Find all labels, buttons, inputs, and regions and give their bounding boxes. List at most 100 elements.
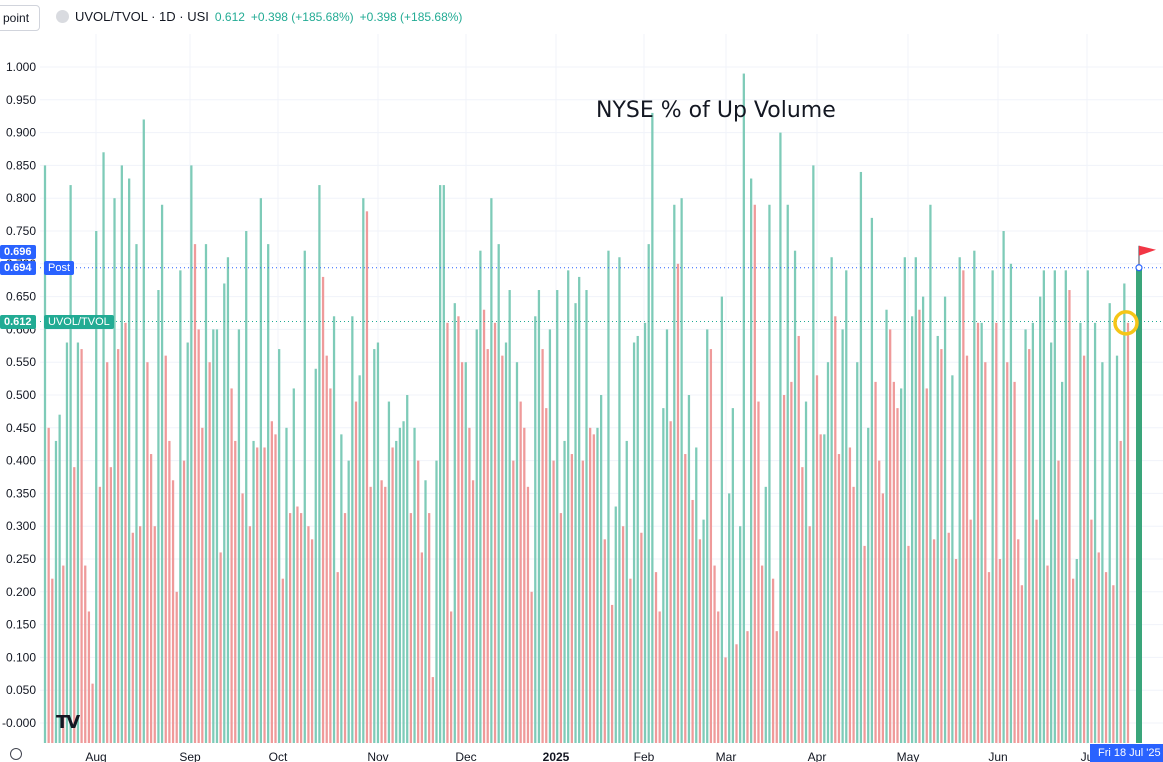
- point-selector[interactable]: point: [0, 5, 41, 31]
- bar: [285, 427, 288, 743]
- bar: [541, 349, 544, 743]
- bar: [278, 349, 281, 743]
- bar: [329, 388, 332, 743]
- bar: [219, 552, 222, 743]
- bar: [1093, 322, 1097, 743]
- bar: [193, 244, 197, 743]
- bar: [234, 440, 237, 743]
- settings-icon[interactable]: [10, 748, 22, 760]
- bar: [464, 362, 467, 743]
- bar: [889, 329, 892, 743]
- bar: [406, 395, 409, 743]
- highlight-circle: [1113, 310, 1139, 336]
- bar: [245, 231, 248, 743]
- bar: [1013, 381, 1016, 743]
- bar: [471, 480, 475, 743]
- price-tag-post-value: 0.694: [0, 261, 36, 275]
- bar: [303, 250, 306, 743]
- bar: [62, 565, 65, 743]
- bar: [168, 440, 171, 743]
- bar: [998, 559, 1002, 743]
- y-tick-label: 1.000: [6, 60, 36, 74]
- bar: [651, 112, 654, 744]
- bar: [585, 290, 588, 743]
- bar: [1097, 552, 1100, 743]
- bar: [215, 329, 219, 743]
- bar: [197, 329, 200, 743]
- bar: [943, 296, 947, 743]
- bar: [395, 440, 398, 743]
- bar: [910, 316, 914, 743]
- bar: [808, 526, 811, 743]
- bar: [804, 401, 808, 743]
- bar: [848, 447, 852, 743]
- bar: [713, 565, 716, 743]
- y-tick-label: 0.300: [6, 519, 36, 533]
- bar: [307, 526, 310, 743]
- bar: [124, 322, 127, 743]
- last-value: 0.612: [214, 9, 245, 24]
- bar: [728, 493, 731, 743]
- bar: [1042, 270, 1045, 743]
- bar: [702, 519, 705, 743]
- bar: [991, 270, 994, 743]
- bar: [1050, 342, 1053, 743]
- bar: [764, 486, 767, 743]
- bar: [310, 539, 314, 743]
- bar: [1112, 585, 1115, 743]
- bar: [607, 250, 610, 743]
- bar: [292, 388, 295, 743]
- bar: [973, 250, 976, 743]
- bar: [793, 250, 797, 743]
- bar: [420, 552, 423, 743]
- bar: [479, 250, 482, 743]
- bar: [706, 329, 709, 743]
- bar: [153, 526, 156, 743]
- bar: [252, 440, 255, 743]
- bar: [149, 454, 153, 743]
- x-tick-label: Sep: [179, 750, 201, 762]
- bar: [160, 204, 164, 743]
- bar: [340, 434, 343, 743]
- bar: [256, 447, 259, 743]
- bar: [691, 499, 694, 743]
- symbol-title[interactable]: UVOL/TVOL · 1D · USI: [75, 9, 209, 24]
- bar: [574, 303, 577, 743]
- bar: [698, 539, 702, 743]
- bar: [142, 119, 145, 744]
- bar: [515, 362, 519, 743]
- y-tick-label: 0.400: [6, 454, 36, 468]
- chart-header: point UVOL/TVOL · 1D · USI 0.612 +0.398 …: [0, 0, 1163, 34]
- bar: [676, 263, 680, 743]
- chart-plot[interactable]: -0.000 0.050 0.100 0.150 0.200 0.250 0.300 0.35…: [0, 34, 1163, 762]
- bar: [600, 395, 603, 743]
- bar: [1071, 578, 1075, 743]
- bar: [73, 467, 76, 743]
- bar: [545, 408, 548, 743]
- bar: [1068, 290, 1071, 743]
- bar: [428, 513, 431, 743]
- bar: [984, 362, 987, 743]
- bar: [709, 349, 713, 743]
- x-tick-label: May: [897, 750, 920, 762]
- bar: [358, 375, 361, 743]
- bar: [460, 362, 464, 743]
- bar: [632, 342, 636, 743]
- y-tick-label: 0.450: [6, 421, 36, 435]
- bar: [929, 204, 932, 743]
- bar: [424, 480, 427, 743]
- bar: [182, 460, 186, 743]
- bar: [91, 683, 94, 743]
- bar: [958, 257, 961, 743]
- bar: [299, 513, 303, 743]
- bar: [797, 335, 800, 743]
- bar: [223, 283, 226, 743]
- bar: [826, 362, 830, 743]
- bar: [497, 244, 500, 743]
- bar: [117, 349, 120, 743]
- bar: [413, 427, 416, 743]
- last-bar: [1136, 267, 1142, 743]
- price-tag-upper: 0.696: [0, 245, 36, 259]
- y-tick-label: 0.100: [6, 650, 36, 664]
- bar: [782, 395, 786, 743]
